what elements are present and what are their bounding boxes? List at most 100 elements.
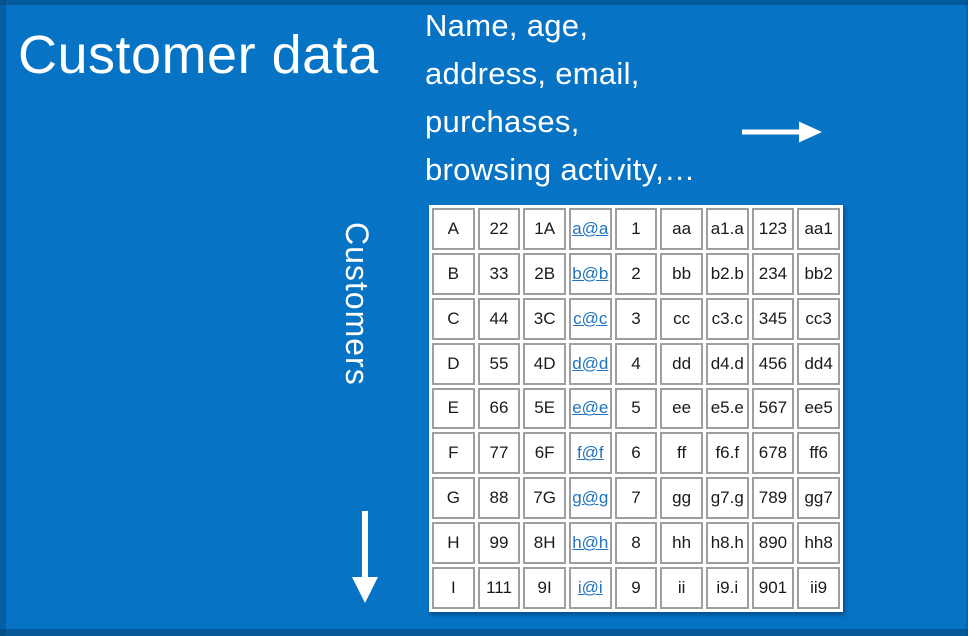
table-cell: 33 bbox=[477, 252, 521, 295]
table-cell: F bbox=[432, 432, 475, 475]
table-cell: H bbox=[432, 522, 475, 564]
data-table: A 22 1A a@a 1 aa a1.a 123 aa1 B 33 2B b@b 2 bb b2.b 234 b… bbox=[429, 205, 843, 612]
table-cell: 8H bbox=[523, 522, 566, 564]
table-cell: 2B bbox=[523, 252, 566, 295]
table-cell: i9.i bbox=[705, 567, 749, 609]
table-cell: E bbox=[432, 387, 475, 430]
table-cell: G bbox=[432, 477, 475, 520]
table-cell: A bbox=[432, 208, 475, 250]
table-cell: 123 bbox=[751, 208, 795, 250]
table-cell: C bbox=[432, 297, 475, 340]
table-cell: aa bbox=[660, 208, 703, 250]
table-cell: gg bbox=[660, 477, 703, 520]
table-cell: 88 bbox=[477, 477, 521, 520]
table-cell: 111 bbox=[477, 567, 521, 609]
table-cell: b2.b bbox=[705, 252, 749, 295]
table-row: A 22 1A a@a 1 aa a1.a 123 aa1 bbox=[432, 208, 840, 250]
email-cell: i@i bbox=[568, 567, 612, 609]
fields-note-line: Name, age, bbox=[425, 8, 589, 43]
fields-note: Name, age, address, email, purchases, br… bbox=[425, 2, 695, 194]
table-cell: g7.g bbox=[705, 477, 749, 520]
table-cell: 3C bbox=[523, 297, 566, 340]
table-cell: ii9 bbox=[797, 567, 840, 609]
table-cell: 7G bbox=[523, 477, 566, 520]
table-cell: hh8 bbox=[797, 522, 840, 564]
email-cell: a@a bbox=[568, 208, 612, 250]
table-cell: h8.h bbox=[705, 522, 749, 564]
table-cell: ee5 bbox=[797, 387, 840, 430]
table-cell: bb2 bbox=[797, 252, 840, 295]
email-link[interactable]: d@d bbox=[572, 353, 609, 373]
right-arrow-icon bbox=[742, 121, 822, 143]
table-cell: ff6 bbox=[797, 432, 840, 475]
fields-note-line: purchases, bbox=[425, 104, 580, 139]
table-cell: 66 bbox=[477, 387, 521, 430]
table-cell: 890 bbox=[751, 522, 795, 564]
table-cell: ff bbox=[660, 432, 703, 475]
table-cell: 4 bbox=[614, 342, 658, 385]
email-cell: e@e bbox=[568, 387, 612, 430]
page-title: Customer data bbox=[18, 25, 379, 85]
email-link[interactable]: e@e bbox=[572, 398, 609, 418]
table-row: B 33 2B b@b 2 bb b2.b 234 bb2 bbox=[432, 252, 840, 295]
table-cell: ee bbox=[660, 387, 703, 430]
table-cell: cc bbox=[660, 297, 703, 340]
email-link[interactable]: f@f bbox=[576, 443, 604, 463]
table-cell: 3 bbox=[614, 297, 658, 340]
table-row: C 44 3C c@c 3 cc c3.c 345 cc3 bbox=[432, 297, 840, 340]
table-cell: 678 bbox=[751, 432, 795, 475]
table-cell: a1.a bbox=[705, 208, 749, 250]
table-cell: e5.e bbox=[705, 387, 749, 430]
table-cell: dd bbox=[660, 342, 703, 385]
down-arrow-icon bbox=[352, 511, 378, 603]
table-cell: 1 bbox=[614, 208, 658, 250]
table-cell: 345 bbox=[751, 297, 795, 340]
table-cell: 1A bbox=[523, 208, 566, 250]
email-link[interactable]: b@b bbox=[572, 263, 609, 283]
table-cell: gg7 bbox=[797, 477, 840, 520]
email-link[interactable]: a@a bbox=[572, 218, 609, 238]
email-link[interactable]: h@h bbox=[572, 533, 609, 553]
table-cell: 901 bbox=[751, 567, 795, 609]
email-cell: g@g bbox=[568, 477, 612, 520]
email-cell: d@d bbox=[568, 342, 612, 385]
table-cell: 4D bbox=[523, 342, 566, 385]
table-cell: 99 bbox=[477, 522, 521, 564]
table-row: H 99 8H h@h 8 hh h8.h 890 hh8 bbox=[432, 522, 840, 564]
table-cell: 9I bbox=[523, 567, 566, 609]
table-cell: dd4 bbox=[797, 342, 840, 385]
table-cell: ii bbox=[660, 567, 703, 609]
table-cell: d4.d bbox=[705, 342, 749, 385]
table-row: G 88 7G g@g 7 gg g7.g 789 gg7 bbox=[432, 477, 840, 520]
table-cell: B bbox=[432, 252, 475, 295]
table-cell: 44 bbox=[477, 297, 521, 340]
email-link[interactable]: c@c bbox=[573, 308, 608, 328]
table-cell: I bbox=[432, 567, 475, 609]
table-cell: 234 bbox=[751, 252, 795, 295]
table-cell: 567 bbox=[751, 387, 795, 430]
table-cell: hh bbox=[660, 522, 703, 564]
table-cell: c3.c bbox=[705, 297, 749, 340]
table-cell: 6 bbox=[614, 432, 658, 475]
email-cell: c@c bbox=[568, 297, 612, 340]
table-cell: 5E bbox=[523, 387, 566, 430]
fields-note-line: browsing activity,… bbox=[425, 152, 696, 187]
table-cell: 22 bbox=[477, 208, 521, 250]
table-cell: aa1 bbox=[797, 208, 840, 250]
table-cell: 5 bbox=[614, 387, 658, 430]
email-cell: f@f bbox=[568, 432, 612, 475]
table-cell: 6F bbox=[523, 432, 566, 475]
table-cell: 55 bbox=[477, 342, 521, 385]
table-cell: 9 bbox=[614, 567, 658, 609]
email-link[interactable]: i@i bbox=[577, 578, 603, 597]
table-cell: cc3 bbox=[797, 297, 840, 340]
table-cell: 789 bbox=[751, 477, 795, 520]
email-link[interactable]: g@g bbox=[572, 488, 609, 508]
table-cell: 8 bbox=[614, 522, 658, 564]
table-row: F 77 6F f@f 6 ff f6.f 678 ff6 bbox=[432, 432, 840, 475]
table-row: I 111 9I i@i 9 ii i9.i 901 ii9 bbox=[432, 567, 840, 609]
table-row: D 55 4D d@d 4 dd d4.d 456 dd4 bbox=[432, 342, 840, 385]
table-cell: 77 bbox=[477, 432, 521, 475]
data-table-body: A 22 1A a@a 1 aa a1.a 123 aa1 B 33 2B b@b 2 bb b2.b 234 b… bbox=[432, 208, 840, 609]
